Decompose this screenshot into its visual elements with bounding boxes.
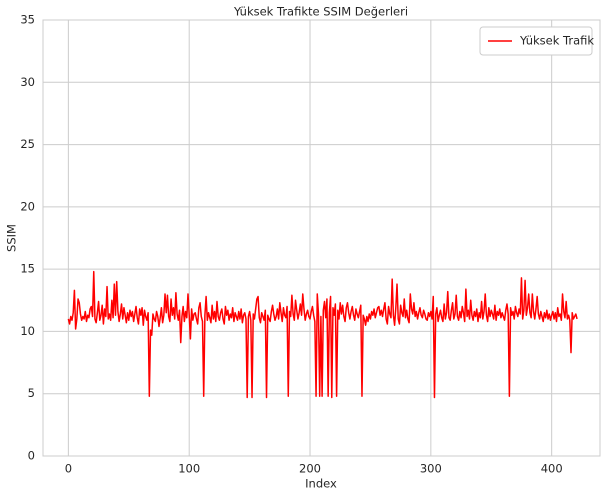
x-tick-label: 200 <box>299 462 321 476</box>
y-tick-label: 5 <box>28 386 35 400</box>
y-tick-label: 30 <box>20 75 35 89</box>
line-series <box>67 270 578 399</box>
x-tick-label: 100 <box>178 462 200 476</box>
x-tick-label: 0 <box>65 462 72 476</box>
y-tick-label: 0 <box>28 449 35 463</box>
y-axis-label: SSIM <box>5 224 19 252</box>
x-tick-label: 300 <box>420 462 442 476</box>
x-axis-label: Index <box>305 477 337 491</box>
chart-title: Yüksek Trafikte SSIM Değerleri <box>233 5 408 19</box>
y-tick-label: 35 <box>20 13 35 27</box>
plot-frame <box>42 19 601 457</box>
y-tick-label: 15 <box>20 262 35 276</box>
y-tick-label: 20 <box>20 199 35 213</box>
y-tick-label: 10 <box>20 324 35 338</box>
x-tick-label: 400 <box>541 462 563 476</box>
y-tick-label: 25 <box>20 137 35 151</box>
legend-label: Yüksek Trafik <box>519 34 594 48</box>
legend-box <box>479 26 593 56</box>
